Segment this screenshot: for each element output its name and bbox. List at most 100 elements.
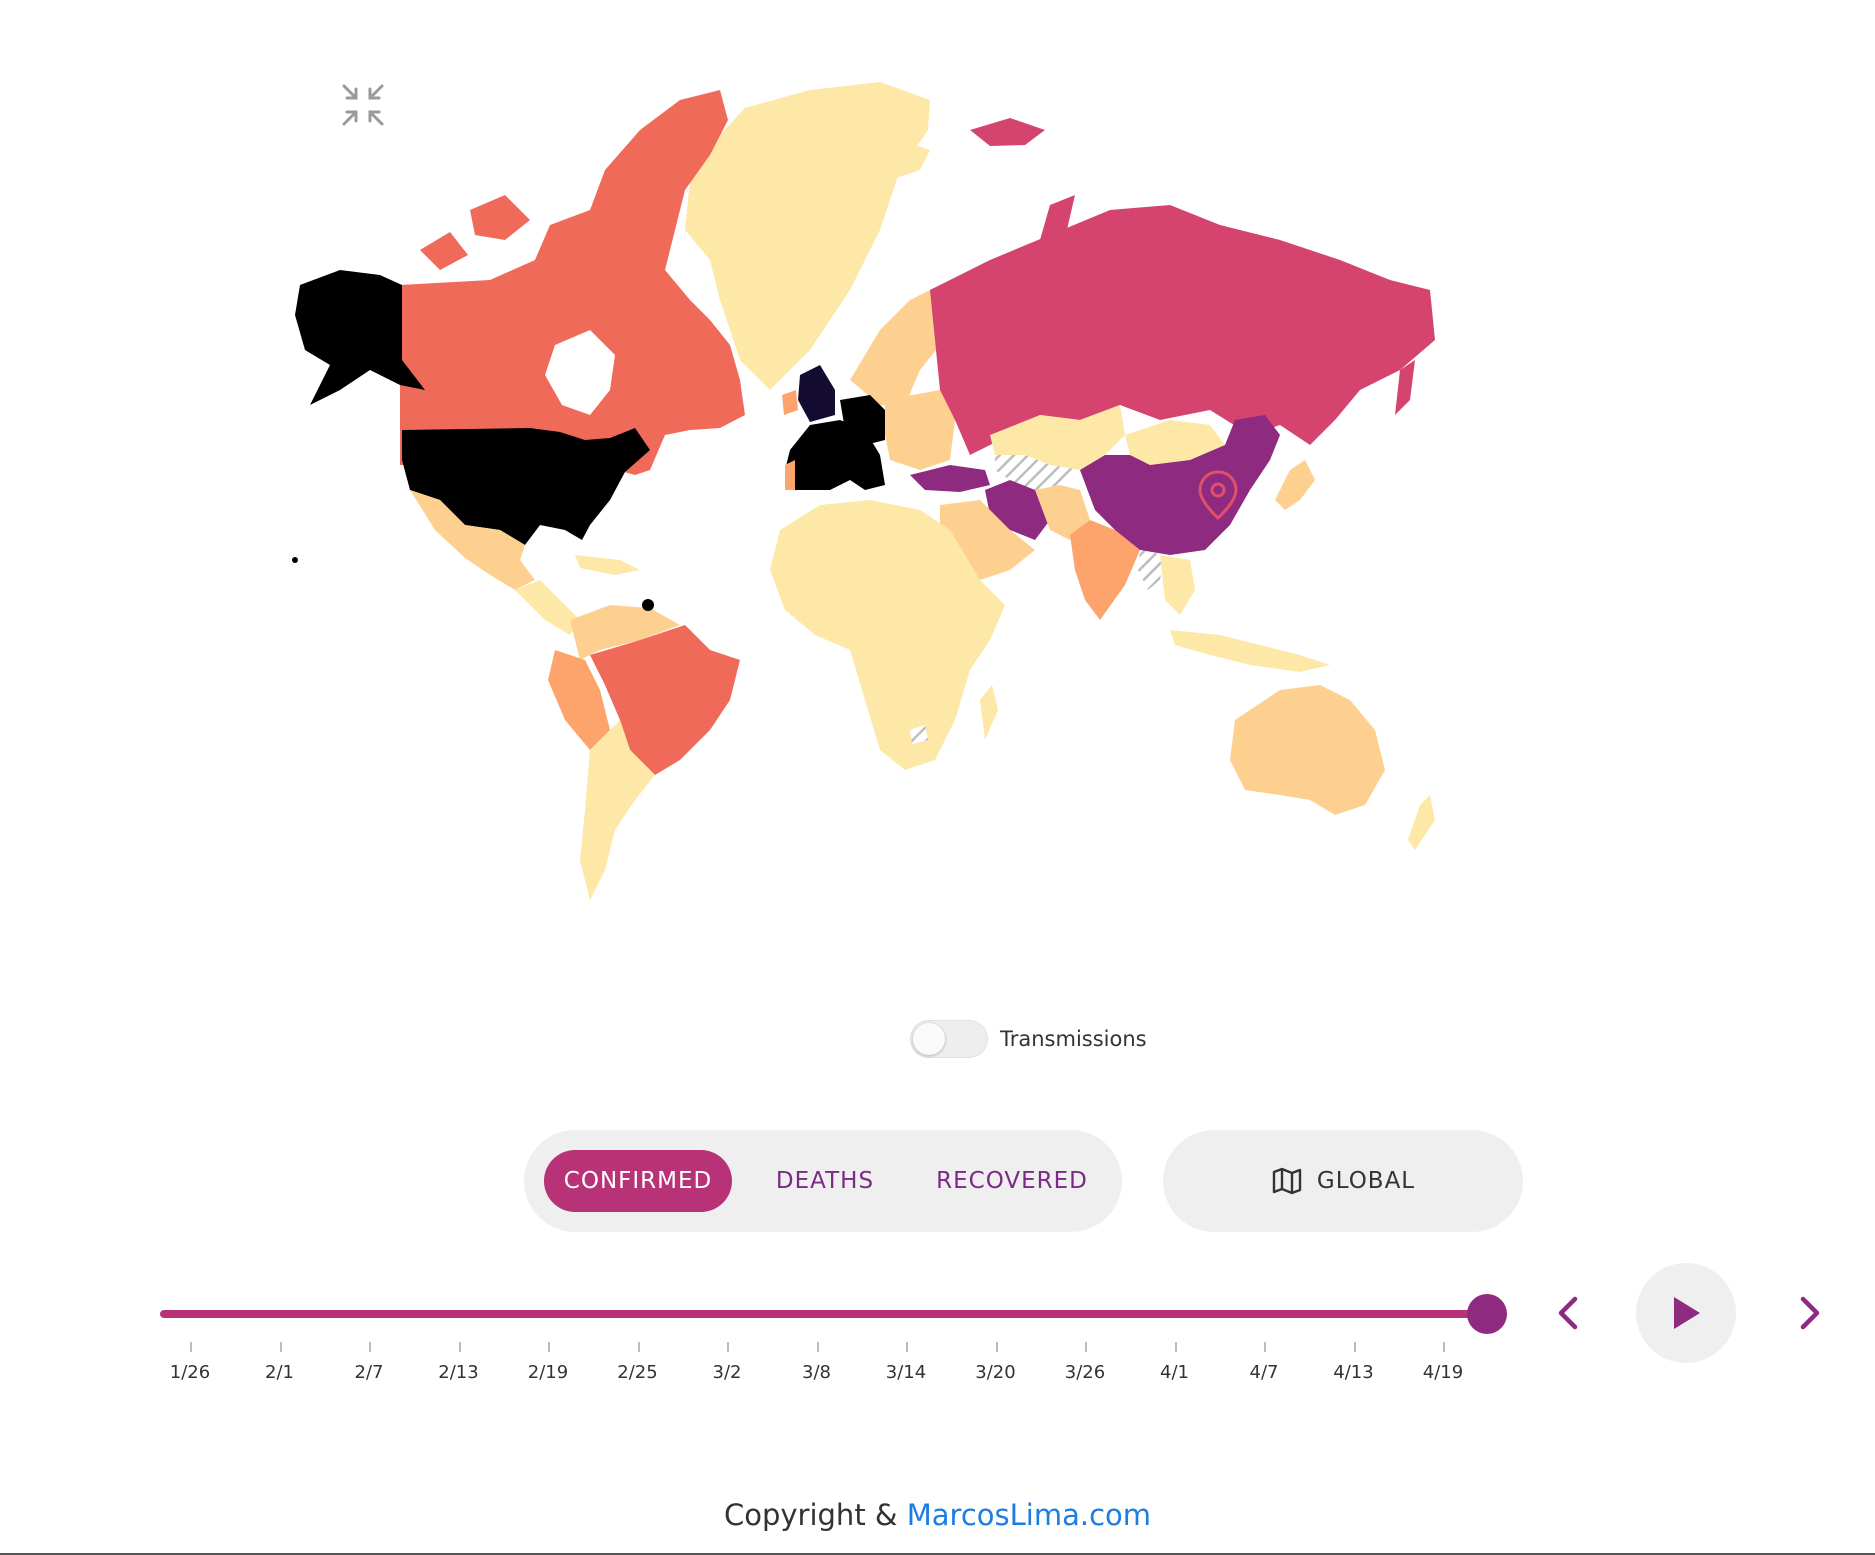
bottom-border: [0, 1553, 1875, 1555]
timeline-tick-label: 2/13: [438, 1362, 479, 1383]
global-scope-label: GLOBAL: [1316, 1168, 1416, 1194]
timeline-tick-label: 3/2: [712, 1362, 742, 1383]
timeline-tick-label: 4/7: [1249, 1362, 1279, 1383]
author-link[interactable]: MarcosLima.com: [906, 1498, 1152, 1532]
country-russia-kamchatka[interactable]: [1395, 360, 1415, 415]
copyright-text: Copyright &: [723, 1498, 907, 1532]
country-india[interactable]: [1070, 520, 1140, 620]
country-turkey[interactable]: [910, 465, 990, 492]
country-peru[interactable]: [548, 650, 610, 750]
timeline-tick: [369, 1342, 371, 1352]
timeline-tick: [458, 1342, 461, 1352]
timeline-tick-label: 2/25: [617, 1362, 658, 1383]
country-germany[interactable]: [840, 395, 885, 445]
country-iceland[interactable]: [870, 140, 930, 180]
timeline-tick: [548, 1342, 550, 1352]
country-brazil[interactable]: [590, 625, 740, 775]
region-africa[interactable]: [770, 500, 1005, 770]
metric-tabs: CONFIRMED DEATHS RECOVERED: [524, 1130, 1122, 1232]
timeline-track[interactable]: [160, 1310, 1486, 1318]
map-pin-icon[interactable]: [1198, 470, 1238, 521]
country-new-zealand[interactable]: [1408, 795, 1435, 850]
region-myanmar-hatched[interactable]: [1138, 550, 1165, 590]
chevron-left-icon: [1558, 1296, 1578, 1330]
timeline-tick: [637, 1342, 640, 1352]
region-northern-south-america[interactable]: [570, 605, 680, 660]
region-south-central-asia[interactable]: [1035, 485, 1090, 540]
timeline-tick: [1353, 1342, 1356, 1352]
country-usa-hawaii[interactable]: [292, 557, 298, 563]
chevron-right-icon: [1800, 1296, 1820, 1330]
country-mongolia[interactable]: [1125, 420, 1225, 465]
timeline-tick: [1443, 1342, 1445, 1352]
country-kazakhstan[interactable]: [990, 405, 1125, 470]
next-button[interactable]: [1790, 1290, 1830, 1336]
timeline-tick-label: 2/1: [265, 1362, 294, 1383]
country-russia-novaya-zemlya[interactable]: [1040, 195, 1075, 270]
country-usa[interactable]: [402, 428, 650, 545]
timeline-tick-label: 3/20: [975, 1362, 1016, 1383]
region-eastern-europe[interactable]: [885, 390, 955, 470]
region-indonesia[interactable]: [1170, 630, 1330, 672]
timeline-tick-label: 2/7: [354, 1362, 384, 1383]
tab-confirmed[interactable]: CONFIRMED: [544, 1150, 732, 1212]
country-ireland[interactable]: [782, 390, 798, 415]
world-map-container: [290, 60, 1730, 1020]
country-french-guiana[interactable]: [642, 599, 654, 611]
country-greenland[interactable]: [685, 82, 930, 390]
map-icon: [1272, 1167, 1302, 1195]
country-iran[interactable]: [985, 480, 1050, 540]
timeline-tick: [1085, 1342, 1087, 1352]
region-southeast-asia[interactable]: [1160, 555, 1195, 615]
play-button[interactable]: [1636, 1263, 1736, 1363]
transmissions-toggle-row: Transmissions: [910, 1020, 1147, 1058]
collapse-arrows-icon[interactable]: [338, 80, 388, 130]
country-svalbard[interactable]: [970, 118, 1045, 146]
timeline-tick: [190, 1342, 192, 1352]
tab-deaths[interactable]: DEATHS: [775, 1168, 875, 1194]
country-china[interactable]: [1080, 415, 1280, 555]
timeline-slider[interactable]: 1/26 2/1 2/7 2/13 2/19 2/25 3/2 3/8 3/14 3/20 3/26…: [160, 1290, 1520, 1390]
country-australia[interactable]: [1230, 685, 1385, 815]
footer: Copyright & MarcosLima.com: [0, 1498, 1875, 1532]
country-canada[interactable]: [400, 90, 745, 490]
hudson-bay: [545, 330, 615, 415]
timeline-tick-label: 3/26: [1064, 1362, 1106, 1383]
region-scandinavia[interactable]: [850, 285, 955, 405]
world-map[interactable]: [290, 60, 1730, 1020]
region-central-america[interactable]: [515, 580, 580, 635]
region-caribbean[interactable]: [575, 555, 640, 575]
timeline-tick: [816, 1342, 819, 1352]
timeline-tick-label: 4/19: [1422, 1362, 1464, 1383]
timeline-tick-label: 3/14: [885, 1362, 927, 1383]
timeline-tick: [727, 1342, 729, 1352]
country-uk[interactable]: [798, 365, 835, 422]
prev-button[interactable]: [1548, 1290, 1588, 1336]
timeline-tick-label: 2/19: [527, 1362, 569, 1383]
global-scope-button[interactable]: GLOBAL: [1163, 1130, 1523, 1232]
timeline-tick: [279, 1342, 282, 1352]
country-russia[interactable]: [930, 205, 1435, 455]
timeline-thumb[interactable]: [1467, 1294, 1507, 1334]
play-icon: [1674, 1297, 1700, 1329]
transmissions-label: Transmissions: [1000, 1027, 1147, 1051]
region-central-asia-hatched[interactable]: [995, 455, 1080, 490]
timeline-tick: [995, 1342, 998, 1352]
country-madagascar[interactable]: [980, 685, 998, 740]
region-lesotho-hatched[interactable]: [910, 725, 928, 744]
country-mexico[interactable]: [410, 490, 535, 590]
country-canada-islands[interactable]: [420, 195, 530, 270]
tab-recovered[interactable]: RECOVERED: [936, 1168, 1088, 1194]
country-portugal[interactable]: [785, 460, 795, 490]
country-usa-alaska[interactable]: [295, 270, 425, 405]
country-japan[interactable]: [1275, 460, 1315, 510]
region-southern-cone[interactable]: [580, 720, 655, 900]
transmissions-switch[interactable]: [910, 1020, 988, 1058]
timeline-tick-label: 4/13: [1333, 1362, 1374, 1383]
timeline-tick: [1174, 1342, 1177, 1352]
timeline-tick: [906, 1342, 908, 1352]
timeline-tick-label: 3/8: [802, 1362, 831, 1383]
timeline-tick: [1264, 1342, 1266, 1352]
timeline-tick-label: 4/1: [1160, 1362, 1189, 1383]
timeline-tick-label: 1/26: [169, 1362, 211, 1383]
